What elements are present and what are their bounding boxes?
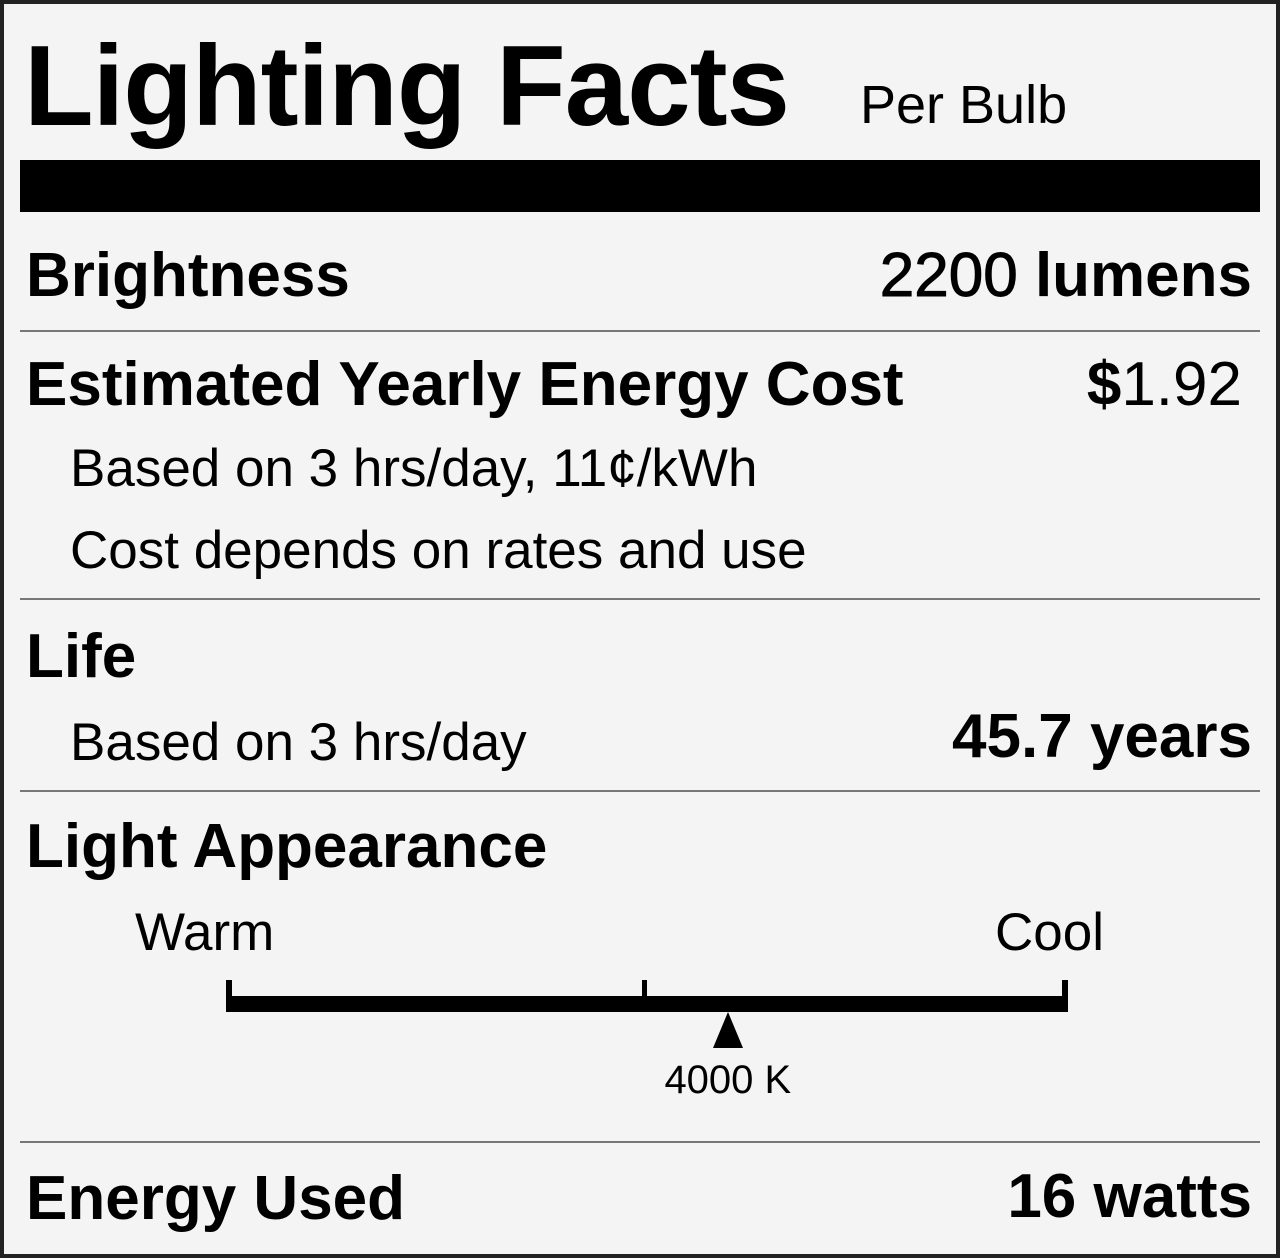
brightness-number: 2200 bbox=[879, 241, 1018, 310]
energy-used-number: 16 bbox=[1007, 1162, 1077, 1231]
currency-symbol: $ bbox=[1086, 350, 1122, 419]
scale-tick-left bbox=[226, 980, 232, 1012]
life-value: 45.7 years bbox=[952, 706, 1252, 768]
scale-tick-middle bbox=[642, 980, 647, 1012]
appearance-label: Light Appearance bbox=[26, 812, 548, 881]
divider bbox=[20, 330, 1260, 332]
scale-marker-label: 4000 K bbox=[664, 1058, 792, 1102]
energy-used-label: Energy Used bbox=[26, 1164, 406, 1233]
energy-cost-number: 1.92 bbox=[1121, 350, 1242, 419]
scale-marker-icon bbox=[712, 1012, 743, 1048]
scale-tick-right bbox=[1062, 980, 1068, 1012]
energy-used-value: 16 watts bbox=[1007, 1166, 1252, 1228]
life-unit: years bbox=[1089, 702, 1252, 771]
label-title: Lighting Facts bbox=[24, 23, 790, 150]
life-number: 45.7 bbox=[952, 702, 1073, 771]
life-label: Life bbox=[26, 622, 137, 691]
energy-cost-note-2: Cost depends on rates and use bbox=[70, 521, 807, 580]
warm-label: Warm bbox=[135, 903, 275, 962]
color-temperature-scale: 4000 K bbox=[226, 980, 1068, 1100]
scale-bar bbox=[226, 996, 1068, 1012]
divider bbox=[20, 1141, 1260, 1143]
energy-used-unit: watts bbox=[1093, 1162, 1252, 1231]
divider bbox=[20, 598, 1260, 600]
cool-label: Cool bbox=[995, 903, 1105, 962]
life-note: Based on 3 hrs/day bbox=[70, 713, 527, 772]
brightness-label: Brightness bbox=[26, 241, 350, 310]
label-subtitle: Per Bulb bbox=[860, 75, 1068, 135]
energy-cost-value: $1.92 bbox=[1087, 354, 1242, 416]
divider bbox=[20, 790, 1260, 792]
header-bar bbox=[20, 160, 1260, 212]
brightness-unit: lumens bbox=[1034, 241, 1252, 310]
energy-cost-note-1: Based on 3 hrs/day, 11¢/kWh bbox=[70, 439, 758, 498]
energy-cost-label: Estimated Yearly Energy Cost bbox=[26, 350, 904, 419]
brightness-value: 2200 lumens bbox=[879, 244, 1252, 307]
